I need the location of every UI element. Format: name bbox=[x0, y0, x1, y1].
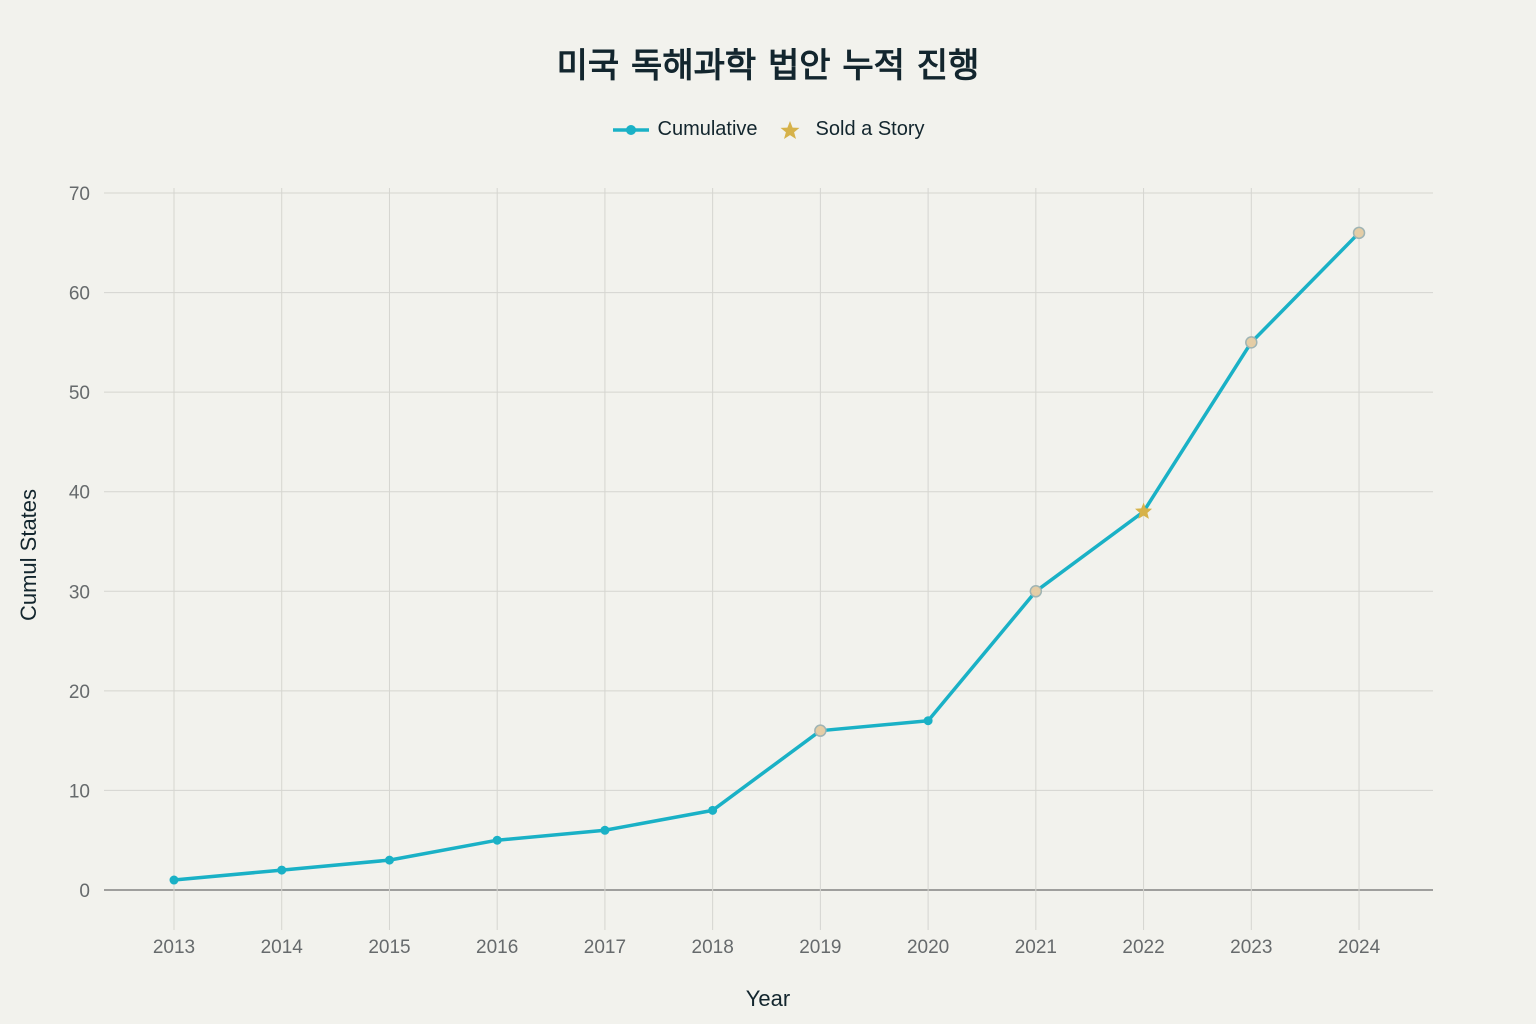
highlight-data-point[interactable] bbox=[814, 724, 827, 737]
x-tick-label: 2019 bbox=[799, 937, 841, 958]
line-marker-icon bbox=[612, 124, 649, 135]
data-markers bbox=[169, 226, 1366, 885]
data-point[interactable] bbox=[169, 875, 179, 885]
legend-label-sold-a-story: Sold a Story bbox=[815, 118, 925, 140]
x-tick-label: 2016 bbox=[476, 937, 518, 958]
legend-item-cumulative[interactable]: Cumulative bbox=[612, 118, 758, 141]
chart-title: 미국 독해과학 법안 누적 진행 bbox=[556, 46, 980, 86]
x-tick-label: 2023 bbox=[1230, 937, 1272, 958]
data-point[interactable] bbox=[708, 805, 718, 815]
gridlines bbox=[104, 188, 1433, 930]
y-axis-title: Cumul States bbox=[16, 489, 41, 621]
x-tick-label: 2020 bbox=[907, 937, 949, 958]
x-tick-label: 2014 bbox=[261, 937, 304, 958]
data-point[interactable] bbox=[492, 835, 502, 845]
data-point[interactable] bbox=[277, 865, 287, 875]
y-tick-label: 60 bbox=[69, 284, 90, 305]
y-tick-label: 10 bbox=[69, 781, 90, 802]
legend: Cumulative Sold a Story bbox=[0, 118, 1536, 141]
y-tick-label: 50 bbox=[69, 383, 90, 404]
highlight-data-point[interactable] bbox=[1245, 336, 1258, 349]
highlight-data-point[interactable] bbox=[1352, 226, 1366, 240]
data-point[interactable] bbox=[923, 716, 933, 726]
data-point[interactable] bbox=[600, 825, 610, 835]
y-tick-label: 40 bbox=[69, 483, 90, 504]
x-tick-label: 2015 bbox=[368, 937, 410, 958]
legend-label-cumulative: Cumulative bbox=[657, 118, 758, 140]
x-axis-title: Year bbox=[746, 986, 790, 1011]
x-tick-label: 2018 bbox=[692, 937, 734, 958]
y-tick-label: 30 bbox=[69, 582, 90, 603]
x-tick-label: 2017 bbox=[584, 937, 626, 958]
sold-a-story-star-marker[interactable] bbox=[1135, 502, 1153, 519]
highlight-data-point[interactable] bbox=[1029, 585, 1043, 598]
x-tick-label: 2024 bbox=[1338, 937, 1381, 958]
y-tick-label: 20 bbox=[69, 682, 90, 703]
data-point[interactable] bbox=[384, 855, 394, 865]
y-tick-label: 70 bbox=[69, 184, 90, 205]
x-axis-ticks: 2013 2014 2015 2016 2017 2018 2019 2020 2021 2022… bbox=[153, 937, 1381, 958]
x-tick-label: 2021 bbox=[1015, 937, 1057, 958]
legend-item-sold-a-story[interactable]: Sold a Story bbox=[778, 118, 925, 141]
cumulative-line[interactable] bbox=[173, 231, 1361, 882]
y-axis-ticks: 0 10 20 30 40 50 60 70 bbox=[69, 184, 90, 902]
x-tick-label: 2013 bbox=[153, 937, 195, 958]
y-tick-label: 0 bbox=[79, 881, 90, 902]
x-tick-label: 2022 bbox=[1122, 937, 1164, 958]
star-icon bbox=[780, 120, 800, 139]
